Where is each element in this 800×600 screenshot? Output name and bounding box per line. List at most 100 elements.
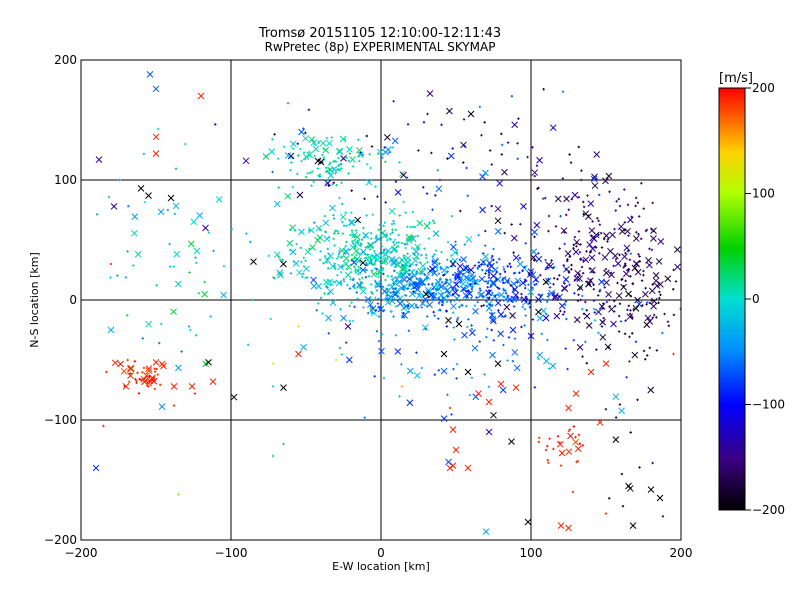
data-point-plus [552, 283, 555, 286]
data-point-plus [431, 282, 434, 286]
data-point-plus [528, 302, 531, 305]
data-point-plus [571, 490, 575, 494]
data-point-plus [492, 339, 496, 342]
data-point-plus [631, 332, 634, 335]
data-point-plus [404, 294, 408, 297]
data-point-x [435, 185, 443, 193]
data-point-plus [348, 319, 351, 323]
data-point-x [346, 356, 353, 364]
data-point-plus [419, 261, 422, 264]
data-point-plus [389, 291, 393, 294]
data-point-plus [345, 156, 348, 160]
data-point-x [343, 255, 350, 262]
data-point-plus [466, 325, 469, 329]
colorbar-ticks: 200 100 0 −100 −200 [745, 81, 785, 517]
data-point-plus [518, 271, 521, 275]
data-point-x [242, 157, 250, 165]
data-point-x [348, 219, 355, 227]
data-point-plus [327, 184, 330, 187]
data-point-x [624, 227, 631, 235]
data-point-plus [407, 329, 411, 333]
data-point-plus [373, 267, 377, 270]
data-point-plus [558, 247, 561, 250]
data-point-x [92, 464, 100, 472]
data-point-plus [353, 283, 356, 287]
data-point-plus [334, 172, 337, 175]
data-point-plus [479, 289, 482, 292]
data-point-plus [304, 259, 307, 262]
x-axis-label: E-W location [km] [332, 560, 430, 573]
data-point-plus [374, 236, 378, 240]
data-point-plus [630, 315, 633, 318]
data-point-x [535, 255, 543, 263]
data-point-plus [590, 270, 594, 273]
data-point-x [603, 269, 610, 277]
data-point-plus [354, 244, 358, 248]
data-point-x [565, 524, 572, 532]
data-point-x [418, 279, 426, 287]
data-point-x [406, 367, 414, 375]
data-point-plus [348, 287, 352, 290]
data-point-plus [634, 204, 637, 208]
data-point-plus [351, 285, 355, 288]
data-point-plus [460, 278, 464, 281]
data-point-x [603, 279, 610, 286]
data-point-plus [363, 197, 366, 201]
data-point-x [459, 280, 467, 288]
data-point-plus [613, 310, 616, 313]
data-point-x [152, 359, 160, 366]
data-point-plus [554, 225, 558, 228]
data-point-plus [592, 235, 596, 239]
data-point-plus [627, 268, 630, 271]
data-point-plus [327, 332, 330, 335]
data-point-plus [458, 305, 461, 309]
data-point-plus [333, 265, 336, 268]
data-point-plus [465, 304, 468, 308]
data-point-plus [340, 162, 343, 166]
data-point-plus [582, 200, 585, 204]
x-tick-label: 100 [520, 546, 543, 560]
data-point-plus [451, 311, 455, 314]
data-point-x [623, 244, 631, 252]
data-point-plus [519, 296, 523, 300]
data-point-x [593, 151, 601, 158]
data-point-x [586, 241, 593, 248]
data-point-x [337, 263, 344, 271]
data-point-plus [509, 283, 512, 287]
data-point-x [356, 151, 364, 158]
data-point-plus [172, 265, 175, 268]
data-point-plus [625, 376, 628, 379]
data-point-plus [430, 151, 433, 155]
data-point-x [455, 320, 463, 328]
data-point-plus [380, 244, 383, 248]
data-point-plus [370, 237, 373, 240]
data-point-plus [426, 261, 429, 264]
data-point-plus [109, 276, 112, 279]
data-point-plus [135, 380, 138, 383]
data-point-plus [562, 264, 565, 267]
data-point-plus [341, 265, 344, 268]
data-point-plus [304, 175, 308, 179]
data-point-plus [424, 327, 427, 331]
data-point-plus [312, 180, 315, 184]
data-point-plus [313, 221, 316, 224]
data-point-plus [606, 240, 609, 243]
data-point-plus [597, 219, 600, 223]
data-point-plus [373, 240, 377, 244]
data-point-plus [410, 262, 414, 266]
data-point-plus [612, 264, 615, 268]
data-point-plus [547, 292, 550, 295]
data-point-plus [194, 256, 197, 259]
data-point-plus [124, 276, 128, 279]
data-point-x [462, 292, 470, 299]
data-point-plus [484, 229, 487, 233]
data-point-plus [470, 376, 474, 379]
data-point-plus [464, 297, 468, 300]
data-point-x [610, 320, 617, 328]
data-point-plus [326, 169, 329, 173]
data-point-plus [635, 231, 638, 234]
data-point-plus [394, 305, 398, 308]
data-point-x [536, 351, 544, 359]
data-point-plus [318, 258, 322, 261]
data-point-x [394, 261, 402, 269]
